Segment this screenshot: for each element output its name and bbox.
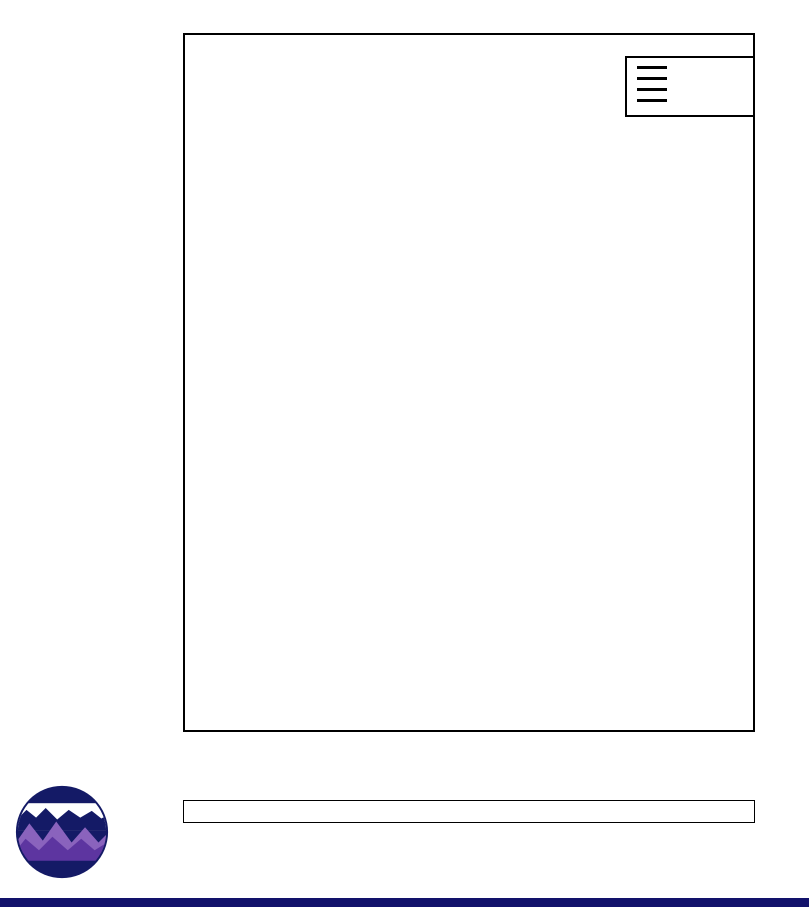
colorbar bbox=[183, 800, 755, 823]
x-axis bbox=[183, 753, 755, 781]
er-line-swatch bbox=[637, 77, 667, 80]
low-line-swatch bbox=[637, 99, 667, 102]
legend bbox=[625, 56, 755, 117]
bottom-accent-bar bbox=[0, 898, 809, 907]
logo-mountains bbox=[17, 803, 107, 861]
ncics-logo bbox=[15, 785, 109, 879]
mjo-line-swatch bbox=[637, 88, 667, 91]
hovmoller-field-canvas bbox=[185, 35, 753, 730]
storms-layer bbox=[185, 35, 753, 730]
legend-item-er bbox=[637, 77, 744, 80]
y-axis bbox=[20, 33, 165, 732]
kelvin-line-swatch bbox=[637, 66, 667, 69]
legend-item-mjo bbox=[637, 88, 744, 91]
colorbar-area bbox=[183, 800, 755, 844]
colorbar-ticks bbox=[183, 826, 755, 845]
hovmoller-plot bbox=[183, 33, 755, 732]
legend-item-low bbox=[637, 99, 744, 102]
legend-item-kelvin bbox=[637, 66, 744, 69]
